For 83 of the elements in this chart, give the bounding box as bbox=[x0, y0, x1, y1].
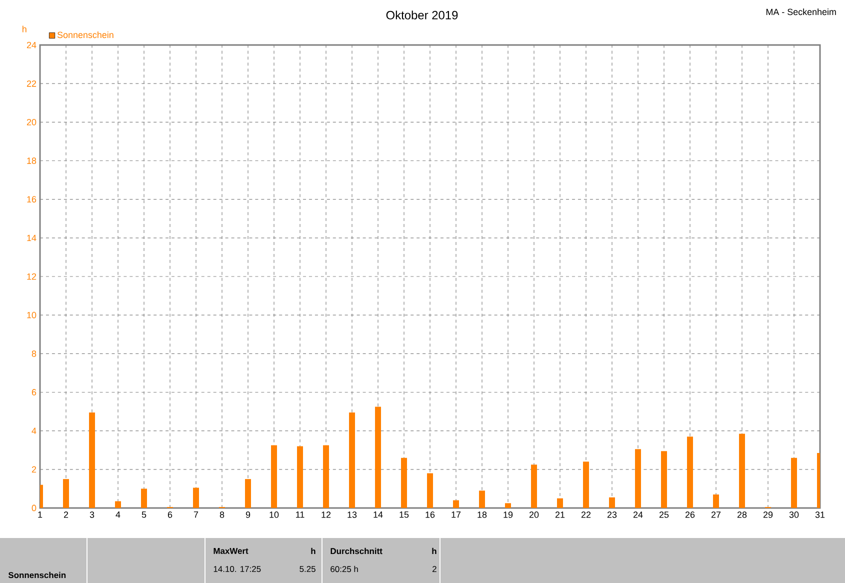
bar bbox=[115, 501, 122, 508]
bar bbox=[271, 445, 278, 508]
x-tick-label: 17 bbox=[452, 511, 461, 518]
x-tick-label: 24 bbox=[633, 511, 643, 518]
x-tick-label: 30 bbox=[789, 511, 799, 518]
text: Durchschnitt bbox=[330, 548, 382, 554]
x-tick-label: 19 bbox=[504, 511, 513, 518]
bar bbox=[323, 445, 330, 508]
chart-subtitle: MA - Seckenheim bbox=[766, 8, 836, 15]
bar bbox=[505, 502, 512, 508]
x-tick-label: 4 bbox=[116, 511, 120, 518]
y-tick-label: 22 bbox=[26, 80, 36, 86]
bar bbox=[479, 490, 486, 508]
bar bbox=[713, 494, 720, 508]
bar bbox=[635, 448, 642, 508]
x-tick-label: 7 bbox=[194, 511, 198, 518]
x-tick-label: 6 bbox=[168, 511, 172, 518]
x-tick-label: 13 bbox=[348, 511, 357, 518]
bar bbox=[687, 436, 694, 508]
bar bbox=[401, 458, 408, 508]
bar bbox=[583, 461, 590, 508]
x-tick-label: 2 bbox=[64, 511, 68, 518]
y-tick-label: 18 bbox=[27, 157, 36, 164]
x-tick-label: 10 bbox=[270, 511, 279, 518]
bar bbox=[89, 412, 96, 508]
x-tick-label: 12 bbox=[322, 511, 331, 518]
y-tick-label: 20 bbox=[26, 118, 36, 126]
bar bbox=[661, 450, 668, 508]
x-tick-label: 26 bbox=[685, 511, 695, 518]
y-axis-title: h bbox=[22, 25, 26, 32]
text: 5.25 bbox=[300, 566, 316, 572]
x-tick-label: 27 bbox=[711, 511, 721, 518]
bar bbox=[349, 412, 356, 508]
y-tick-label: 6 bbox=[32, 388, 36, 396]
bar bbox=[791, 458, 798, 508]
x-tick-label: 31 bbox=[815, 511, 825, 518]
bar bbox=[375, 406, 382, 508]
y-tick-label: 10 bbox=[27, 312, 36, 318]
bar bbox=[141, 488, 148, 508]
chart-title: Oktober 2019 bbox=[386, 10, 458, 20]
x-tick-label: 9 bbox=[246, 511, 250, 518]
y-tick-label: 14 bbox=[27, 234, 36, 241]
text: MaxWert bbox=[214, 548, 248, 554]
x-tick-label: 8 bbox=[220, 511, 224, 518]
x-tick-label: 25 bbox=[659, 511, 669, 518]
bar bbox=[557, 498, 564, 508]
x-tick-label: 3 bbox=[90, 511, 94, 518]
legend-label: Sonnenschein bbox=[57, 31, 114, 38]
text: 2 bbox=[432, 566, 436, 572]
y-tick-label: 24 bbox=[26, 42, 36, 48]
x-tick-label: 5 bbox=[142, 511, 146, 518]
y-tick-label: 4 bbox=[32, 428, 36, 434]
bar bbox=[427, 473, 434, 508]
y-tick-label: 8 bbox=[32, 350, 36, 357]
x-tick-label: 15 bbox=[400, 511, 409, 518]
x-tick-label: 14 bbox=[374, 511, 383, 518]
y-tick-label: 16 bbox=[27, 196, 36, 202]
x-tick-label: 1 bbox=[38, 511, 42, 518]
x-tick-label: 23 bbox=[607, 511, 617, 518]
text: Sonnenschein bbox=[8, 572, 66, 578]
text: 60:25 h bbox=[330, 566, 358, 572]
bar bbox=[193, 487, 200, 508]
bar bbox=[245, 478, 252, 508]
x-tick-label: 22 bbox=[581, 511, 591, 518]
bar bbox=[297, 446, 304, 508]
x-tick-label: 11 bbox=[296, 511, 304, 518]
x-tick-label: 28 bbox=[737, 511, 747, 518]
bar bbox=[609, 497, 616, 508]
bar bbox=[531, 464, 538, 508]
x-tick-label: 29 bbox=[763, 511, 773, 518]
text: 14.10. 17:25 bbox=[214, 566, 261, 572]
text: h bbox=[311, 548, 316, 554]
x-tick-label: 20 bbox=[529, 511, 539, 518]
y-tick-label: 2 bbox=[32, 466, 36, 472]
text: h bbox=[432, 548, 436, 554]
x-tick-label: 16 bbox=[426, 511, 435, 518]
x-tick-label: 21 bbox=[555, 511, 565, 518]
bar bbox=[63, 478, 70, 508]
y-tick-label: 12 bbox=[27, 273, 36, 280]
x-tick-label: 18 bbox=[478, 511, 487, 518]
bar bbox=[739, 433, 746, 508]
y-tick-label: 0 bbox=[32, 504, 36, 511]
bar bbox=[453, 500, 460, 508]
